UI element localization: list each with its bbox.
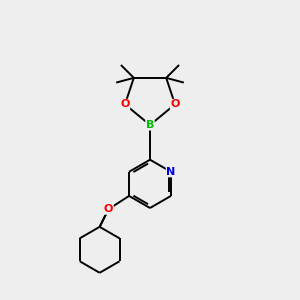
Text: B: B xyxy=(146,120,154,130)
Text: O: O xyxy=(170,99,180,110)
Text: N: N xyxy=(166,167,176,177)
Text: O: O xyxy=(120,99,130,110)
Text: O: O xyxy=(104,204,113,214)
